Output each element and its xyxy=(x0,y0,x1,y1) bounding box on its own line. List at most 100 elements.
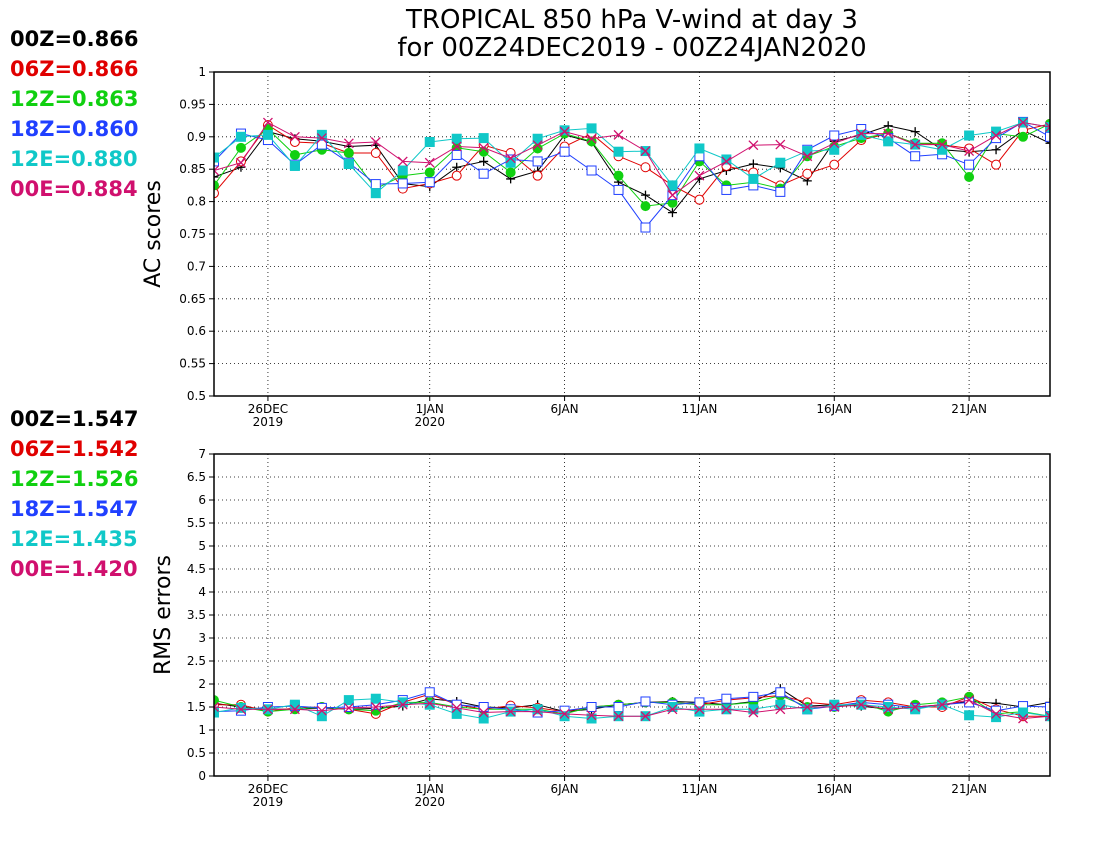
y-tick-label: 2 xyxy=(198,677,206,691)
series-12z-point-8 xyxy=(424,167,435,178)
series-12e-point-20 xyxy=(748,704,759,715)
x-tick-label: 26DEC xyxy=(248,782,288,796)
series-00e-point-30 xyxy=(1018,117,1028,128)
series-12e-point-22 xyxy=(802,704,813,715)
y-tick-label: 0.65 xyxy=(179,292,206,306)
series-00e-point-19 xyxy=(721,704,732,715)
plot-frame xyxy=(213,71,1051,397)
series-12e-point-25 xyxy=(883,702,894,712)
series-00e-point-12 xyxy=(532,706,543,717)
y-tick-label: 1 xyxy=(198,65,206,79)
y-tick-label: 0.5 xyxy=(187,389,206,403)
y-tick-label: 5 xyxy=(198,539,206,553)
series-00e-point-9 xyxy=(451,702,462,713)
series-00e-point-22 xyxy=(802,702,813,712)
series-06z-point-29 xyxy=(991,159,1002,170)
y-tick-label: 0.85 xyxy=(179,162,206,176)
series-00e-point-15 xyxy=(613,711,624,722)
series-18z-point-20 xyxy=(748,691,759,702)
series-00e-point-23 xyxy=(829,138,840,149)
series-12z-point-3 xyxy=(289,149,300,160)
x-tick-label: 1JAN xyxy=(416,782,444,796)
series-12e-line xyxy=(214,121,1050,194)
series-06z-point-16 xyxy=(640,162,651,173)
series-00e-point-2 xyxy=(262,704,273,715)
series-06z-point-18 xyxy=(694,194,705,205)
series-18z-point-19 xyxy=(721,184,732,195)
series-12e-point-1 xyxy=(235,702,246,713)
series-12e-point-14 xyxy=(586,123,597,134)
series-12z-point-30 xyxy=(1018,131,1029,142)
series-00e-point-21 xyxy=(775,704,786,715)
series-00e-point-24 xyxy=(856,128,867,139)
series-12e-point-5 xyxy=(343,159,354,170)
series-00e-point-17 xyxy=(667,704,678,715)
series-12e-point-9 xyxy=(451,133,462,144)
x-tick-label: 6JAN xyxy=(551,782,579,796)
series-00e-point-7 xyxy=(397,699,408,710)
y-tick-label: 0.8 xyxy=(187,195,206,209)
series-00z-point-10 xyxy=(479,156,489,166)
y-tick-label: 0.5 xyxy=(187,746,206,760)
stat-00e: 00E=1.420 xyxy=(10,557,138,581)
series-06z-point-23 xyxy=(829,159,840,170)
rms-error-summary: 00Z=1.547 06Z=1.542 12Z=1.526 18Z=1.547 12E=… xyxy=(10,407,138,581)
series-12e-point-0 xyxy=(214,707,219,718)
x-tick-label: 11JAN xyxy=(682,402,718,416)
series-12e-point-28 xyxy=(964,710,975,721)
stat-06z: 06Z=0.866 xyxy=(10,57,138,81)
series-12e-point-10 xyxy=(478,133,489,144)
series-12e-point-26 xyxy=(910,704,921,715)
series-06z-point-3 xyxy=(289,136,300,147)
series-18z-point-10 xyxy=(478,168,489,179)
series-18z-point-31 xyxy=(1045,702,1050,712)
series-12e-point-18 xyxy=(694,706,705,717)
series-00e-point-3 xyxy=(289,704,300,715)
stat-06z: 06Z=1.542 xyxy=(10,437,138,461)
series-00e-point-20 xyxy=(748,707,759,718)
series-00e-point-19 xyxy=(721,156,732,167)
series-00e-point-20 xyxy=(748,140,759,151)
series-18z-point-23 xyxy=(829,130,840,141)
series-12e-point-28 xyxy=(964,130,975,141)
series-18z-point-15 xyxy=(613,702,624,712)
series-18z-point-19 xyxy=(721,693,732,704)
series-12e-point-30 xyxy=(1018,707,1029,718)
series-12e-point-21 xyxy=(775,699,786,710)
y-tick-label: 0.6 xyxy=(187,324,206,338)
series-12z-line xyxy=(214,123,1050,207)
series-12e-point-13 xyxy=(559,711,570,722)
series-12e-point-8 xyxy=(424,699,435,710)
series-12e-point-27 xyxy=(937,144,948,155)
series-12e-point-7 xyxy=(397,697,408,708)
series-18z-point-14 xyxy=(586,702,597,712)
series-12e-point-4 xyxy=(316,129,327,140)
series-12e-point-17 xyxy=(667,702,678,712)
y-tick-label: 4.5 xyxy=(187,562,206,576)
series-00e-point-1 xyxy=(236,704,246,715)
y-tick-label: 0.9 xyxy=(187,130,206,144)
y-axis-label: RMS errors xyxy=(151,555,176,675)
series-12e-point-10 xyxy=(478,713,489,724)
stat-18z: 18Z=0.860 xyxy=(10,117,138,141)
x-tick-label: 1JAN xyxy=(416,402,444,416)
series-12z-point-16 xyxy=(640,201,651,212)
x-tick-label: 26DEC xyxy=(248,402,288,416)
series-18z-line xyxy=(214,691,1050,714)
series-12e-point-9 xyxy=(451,708,462,719)
y-tick-label: 0 xyxy=(198,769,206,783)
series-18z-point-15 xyxy=(613,184,624,195)
series-06z-point-12 xyxy=(532,170,543,181)
title-line-2: for 00Z24DEC2019 - 00Z24JAN2020 xyxy=(397,33,866,63)
series-00e-point-2 xyxy=(262,117,273,128)
series-18z-point-16 xyxy=(640,222,651,233)
series-00e-point-1 xyxy=(236,157,246,168)
series-00z-point-26 xyxy=(910,127,920,137)
series-00e-point-31 xyxy=(1045,711,1050,722)
series-00e-point-6 xyxy=(370,137,381,147)
series-12z-point-1 xyxy=(235,142,246,153)
series-06z-point-6 xyxy=(370,148,381,158)
series-00e-point-27 xyxy=(937,699,948,710)
stat-00z: 00Z=1.547 xyxy=(10,407,138,431)
